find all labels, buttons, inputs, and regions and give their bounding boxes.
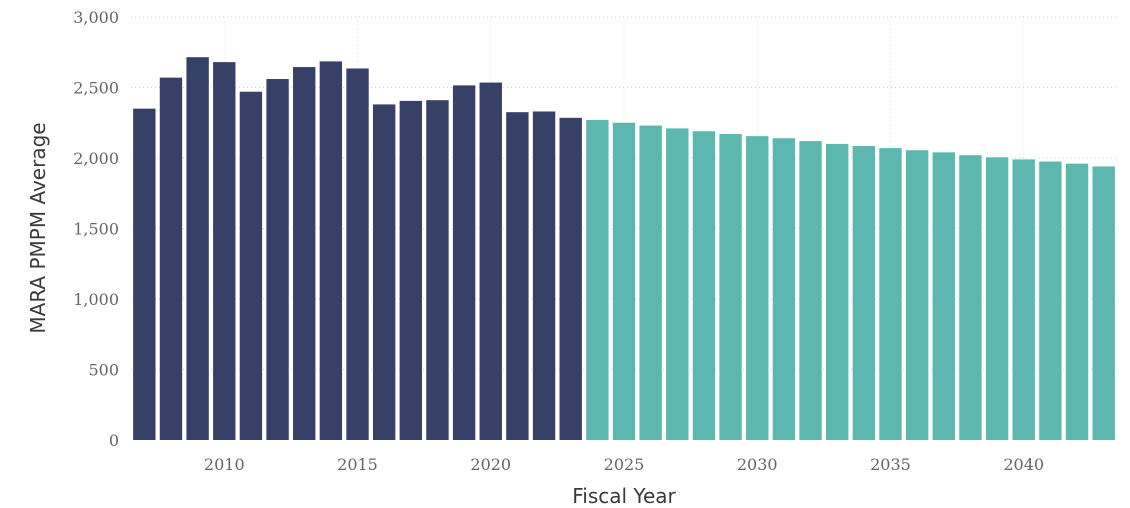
bar-2023 bbox=[559, 117, 582, 440]
y-axis-ticks: 0 500 1,000 1,500 2,000 2,500 3,000 bbox=[73, 8, 119, 450]
y-tick-label: 1,000 bbox=[73, 290, 119, 309]
y-tick-label: 2,500 bbox=[73, 79, 119, 98]
bar-2016 bbox=[372, 104, 396, 441]
bar-2028 bbox=[692, 131, 716, 440]
y-tick-label: 2,000 bbox=[73, 149, 119, 168]
bar-2035 bbox=[879, 148, 902, 440]
x-tick-label: 2015 bbox=[337, 455, 378, 474]
bar-2032 bbox=[799, 141, 822, 440]
bar-2034 bbox=[852, 146, 876, 440]
x-tick-label: 2025 bbox=[604, 455, 645, 474]
bar-2017 bbox=[399, 100, 422, 441]
bar-2038 bbox=[959, 155, 982, 440]
bar-2018 bbox=[426, 100, 449, 440]
bar-2037 bbox=[932, 152, 955, 441]
bar-2040 bbox=[1012, 159, 1035, 440]
bar-2011 bbox=[239, 91, 263, 440]
bar-2027 bbox=[666, 128, 689, 440]
bar-2021 bbox=[506, 112, 529, 441]
bar-2009 bbox=[186, 57, 209, 440]
bar-2041 bbox=[1039, 161, 1062, 440]
x-tick-label: 2035 bbox=[870, 455, 911, 474]
x-axis-title: Fiscal Year bbox=[572, 484, 676, 508]
x-tick-label: 2030 bbox=[737, 455, 778, 474]
y-tick-label: 500 bbox=[88, 361, 119, 380]
bar-2019 bbox=[452, 85, 476, 440]
x-tick-label: 2010 bbox=[204, 455, 245, 474]
bar-2036 bbox=[905, 150, 929, 440]
x-axis-ticks: 2010 2015 2020 2025 2030 2035 2040 bbox=[204, 455, 1044, 474]
bar-2033 bbox=[826, 143, 849, 440]
bar-2022 bbox=[532, 111, 556, 440]
bar-2042 bbox=[1065, 163, 1089, 440]
y-axis-title: MARA PMPM Average bbox=[26, 122, 50, 333]
x-tick-label: 2020 bbox=[470, 455, 511, 474]
bar-2025 bbox=[612, 122, 636, 440]
bar-2007 bbox=[133, 108, 156, 441]
bar-2031 bbox=[772, 138, 796, 440]
bar-2043 bbox=[1092, 166, 1115, 440]
y-tick-label: 0 bbox=[109, 431, 119, 450]
bars bbox=[133, 57, 1115, 441]
bar-2020 bbox=[479, 82, 502, 440]
bar-2013 bbox=[293, 67, 316, 440]
bar-2024 bbox=[586, 119, 609, 441]
bar-2030 bbox=[746, 136, 769, 440]
bar-2039 bbox=[985, 157, 1009, 441]
bar-2015 bbox=[346, 68, 369, 440]
y-tick-label: 3,000 bbox=[73, 8, 119, 27]
y-tick-label: 1,500 bbox=[73, 220, 119, 239]
bar-2012 bbox=[266, 79, 289, 440]
bar-2008 bbox=[159, 77, 183, 440]
x-tick-label: 2040 bbox=[1003, 455, 1044, 474]
bar-2010 bbox=[213, 62, 236, 441]
bar-2014 bbox=[319, 61, 343, 441]
bar-2026 bbox=[639, 125, 662, 440]
bar-2029 bbox=[719, 134, 742, 440]
